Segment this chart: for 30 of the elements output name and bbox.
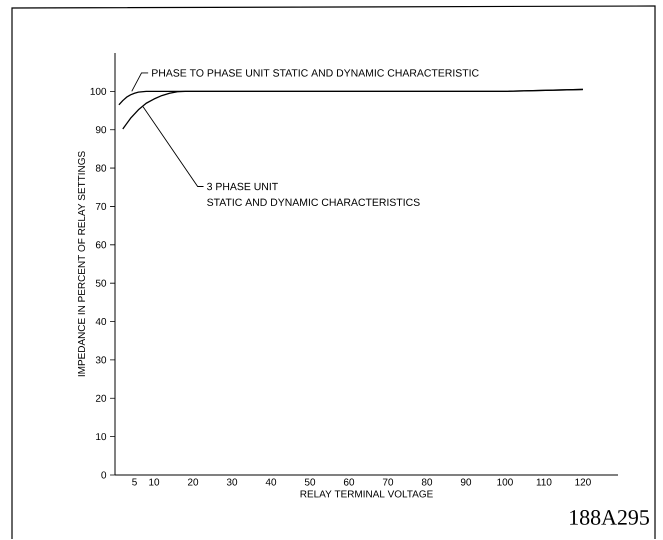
x-tick-label: 70 bbox=[382, 478, 394, 486]
y-tick-label: 90 bbox=[96, 126, 106, 134]
text: 188A295 bbox=[570, 510, 649, 526]
x-tick-label: 10 bbox=[149, 478, 160, 486]
y-tick-label: 0 bbox=[101, 472, 106, 479]
x-tick-label: 90 bbox=[460, 478, 472, 486]
annotation: 3 PHASE UNIT bbox=[207, 183, 278, 190]
y-tick-label: 40 bbox=[96, 318, 106, 326]
y-tick-label: 60 bbox=[96, 241, 106, 249]
y-tick-label: 30 bbox=[96, 356, 106, 364]
x-tick-label: 5 bbox=[132, 478, 137, 486]
y-axis-title: IMPEDANCE IN PERCENT OF RELAY SETTINGS bbox=[78, 152, 86, 376]
y-tick-label: 80 bbox=[96, 164, 106, 172]
x-axis-title: RELAY TERMINAL VOLTAGE bbox=[300, 490, 433, 498]
annotation: STATIC AND DYNAMIC CHARACTERISTICS bbox=[207, 198, 420, 206]
x-tick-label: 60 bbox=[344, 478, 354, 486]
x-tick-label: 20 bbox=[188, 478, 198, 486]
y-tick-label: 10 bbox=[96, 433, 106, 440]
x-tick-label: 40 bbox=[266, 478, 276, 486]
x-tick-label: 120 bbox=[575, 478, 591, 486]
x-tick-label: 30 bbox=[226, 478, 238, 486]
x-tick-label: 50 bbox=[304, 478, 316, 486]
y-tick-label: 100 bbox=[90, 88, 106, 96]
annotation: PHASE TO PHASE UNIT STATIC AND DYNAMIC CHARACTERISTIC bbox=[152, 69, 479, 77]
x-tick-label: 80 bbox=[422, 478, 432, 486]
x-tick-label: 100 bbox=[497, 478, 513, 486]
y-tick-label: 50 bbox=[96, 280, 106, 287]
x-tick-label: 110 bbox=[536, 478, 552, 486]
y-tick-label: 20 bbox=[96, 394, 106, 402]
y-tick-label: 70 bbox=[96, 203, 106, 210]
